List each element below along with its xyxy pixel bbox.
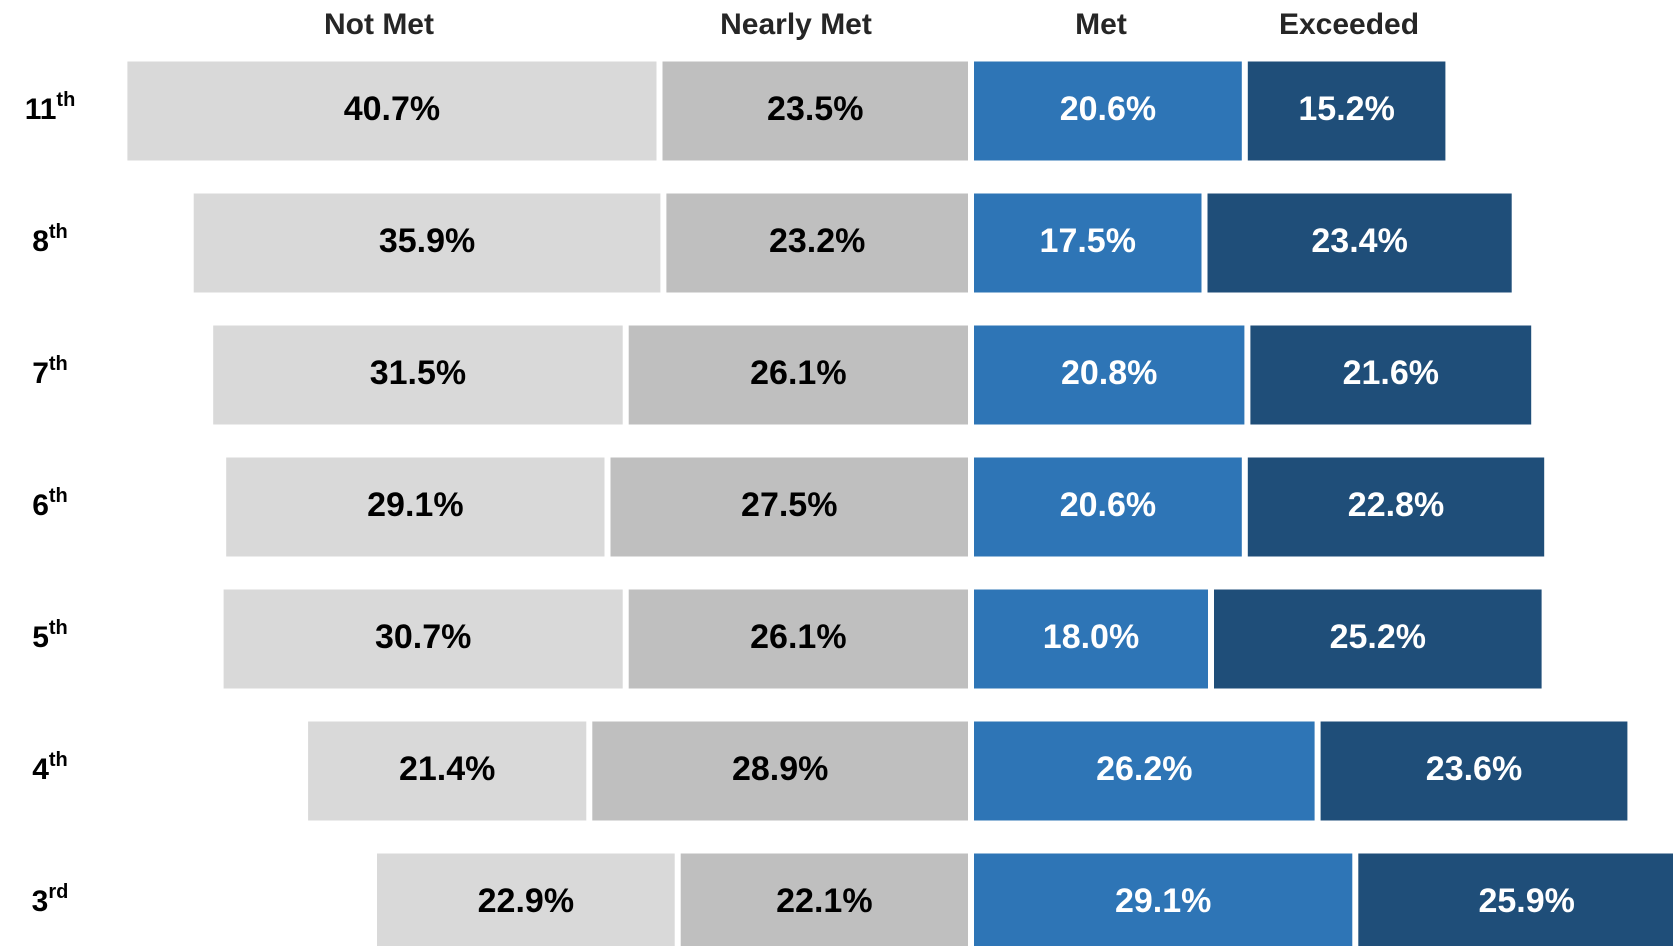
bar-segment (974, 721, 1315, 821)
category-label: 3rd (32, 881, 69, 918)
bar-segment (974, 325, 1245, 425)
value-label: 23.6% (1426, 750, 1522, 788)
value-label: 28.9% (732, 750, 828, 788)
bar-segment (1358, 853, 1673, 946)
value-label: 22.1% (776, 882, 872, 920)
bar-segment (974, 853, 1353, 946)
bar-segment (974, 61, 1242, 161)
value-label: 17.5% (1040, 222, 1136, 260)
bar-segment (628, 589, 968, 689)
value-label: 25.9% (1478, 882, 1574, 920)
bar-segment (974, 457, 1242, 557)
bar-segment (974, 193, 1202, 293)
value-label: 20.6% (1060, 90, 1156, 128)
value-label: 27.5% (741, 486, 837, 524)
value-label: 21.6% (1343, 354, 1439, 392)
value-label: 23.2% (769, 222, 865, 260)
bar-segment (610, 457, 968, 557)
value-label: 26.1% (750, 354, 846, 392)
bar-segment (662, 61, 968, 161)
bar-segment (1207, 193, 1512, 293)
bar-segment (666, 193, 968, 293)
value-label: 20.8% (1061, 354, 1157, 392)
value-label: 23.4% (1311, 222, 1407, 260)
bar-segment (226, 457, 605, 557)
bar-segment (592, 721, 968, 821)
legend-label: Exceeded (1279, 8, 1419, 41)
bar-segment (1247, 61, 1446, 161)
value-label: 26.2% (1096, 750, 1192, 788)
category-label: 4th (32, 749, 68, 786)
value-label: 21.4% (399, 750, 495, 788)
value-label: 22.8% (1348, 486, 1444, 524)
value-label: 25.2% (1330, 618, 1426, 656)
legend-label: Not Met (324, 8, 434, 41)
bar-segment (193, 193, 661, 293)
bar-segment (1214, 589, 1542, 689)
bar-segment (308, 721, 587, 821)
legend-label: Met (1075, 8, 1127, 41)
value-label: 26.1% (750, 618, 846, 656)
value-label: 35.9% (379, 222, 475, 260)
category-label: 5th (32, 617, 68, 654)
value-label: 30.7% (375, 618, 471, 656)
value-label: 23.5% (767, 90, 863, 128)
value-label: 31.5% (370, 354, 466, 392)
value-label: 29.1% (367, 486, 463, 524)
value-label: 20.6% (1060, 486, 1156, 524)
value-label: 15.2% (1298, 90, 1394, 128)
bar-segment (1320, 721, 1628, 821)
bar-segment (213, 325, 623, 425)
bar-segment (1247, 457, 1545, 557)
bar-segment (680, 853, 968, 946)
category-label: 11th (25, 89, 76, 126)
category-label: 7th (32, 353, 68, 390)
legend-label: Nearly Met (720, 8, 872, 41)
bar-segment (377, 853, 675, 946)
category-label: 6th (32, 485, 68, 522)
bar-segment (127, 61, 657, 161)
value-label: 29.1% (1115, 882, 1211, 920)
value-label: 40.7% (344, 90, 440, 128)
bar-segment (628, 325, 968, 425)
bar-segment (223, 589, 623, 689)
value-label: 22.9% (478, 882, 574, 920)
bar-segment (1250, 325, 1532, 425)
category-label: 8th (32, 221, 68, 258)
value-label: 18.0% (1043, 618, 1139, 656)
bar-segment (974, 589, 1208, 689)
